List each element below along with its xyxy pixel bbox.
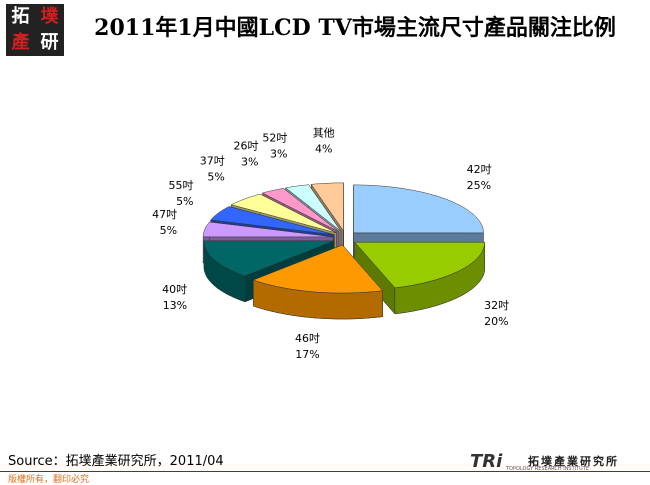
slice-value: 17%: [295, 348, 319, 361]
slice: [261, 188, 340, 233]
slice-category: 52吋: [262, 132, 287, 145]
slice-category: 其他: [313, 127, 335, 140]
slice: [210, 206, 335, 235]
slice-category: 26吋: [233, 139, 258, 152]
slice: [203, 240, 335, 277]
slice-value: 3%: [241, 155, 258, 168]
slice-value: 5%: [207, 170, 224, 183]
slice-category: 42吋: [467, 163, 492, 176]
logo-char: 研: [40, 32, 59, 53]
slice-category: 47吋: [152, 208, 177, 221]
footer: 版權所有，翻印必究: [0, 471, 650, 485]
slice: [252, 244, 384, 294]
chart-title: 2011年1月中國LCD TV市場主流尺寸產品關注比例: [94, 15, 616, 41]
slice-value: 25%: [467, 179, 491, 192]
slice-value: 4%: [315, 143, 332, 156]
brand-name: 拓墣產業研究所: [528, 455, 619, 468]
logo: 拓 墣 產 研: [6, 4, 64, 56]
logo-char: 拓: [11, 6, 30, 27]
slice-category: 46吋: [295, 332, 320, 345]
slice: [230, 193, 337, 234]
slice: [310, 182, 344, 232]
slice: [202, 221, 334, 238]
slice: [284, 184, 342, 232]
slice-value: 5%: [160, 224, 177, 237]
slice-category: 37吋: [200, 154, 225, 167]
slice: [353, 184, 484, 234]
footer-text: 版權所有，翻印必究: [8, 475, 90, 485]
slice-value: 13%: [163, 299, 187, 312]
brand: TRi 拓墣產業研究所 TOPOLOGY RESEARCH INSTITUTE: [470, 451, 650, 472]
source: Source：拓墣產業研究所，2011/04: [8, 454, 224, 469]
slice-category: 55吋: [169, 179, 194, 192]
brand-english: TOPOLOGY RESEARCH INSTITUTE: [506, 466, 590, 472]
slice-category: 40吋: [162, 283, 187, 296]
slice-value: 20%: [484, 315, 508, 328]
logo-char: 產: [11, 32, 30, 53]
slice: [354, 241, 485, 289]
brand-mark: TRi: [470, 451, 503, 472]
slice-value: 3%: [270, 148, 287, 161]
slice-category: 32吋: [484, 299, 509, 312]
slice-value: 5%: [176, 195, 193, 208]
logo-char: 墣: [40, 6, 59, 27]
